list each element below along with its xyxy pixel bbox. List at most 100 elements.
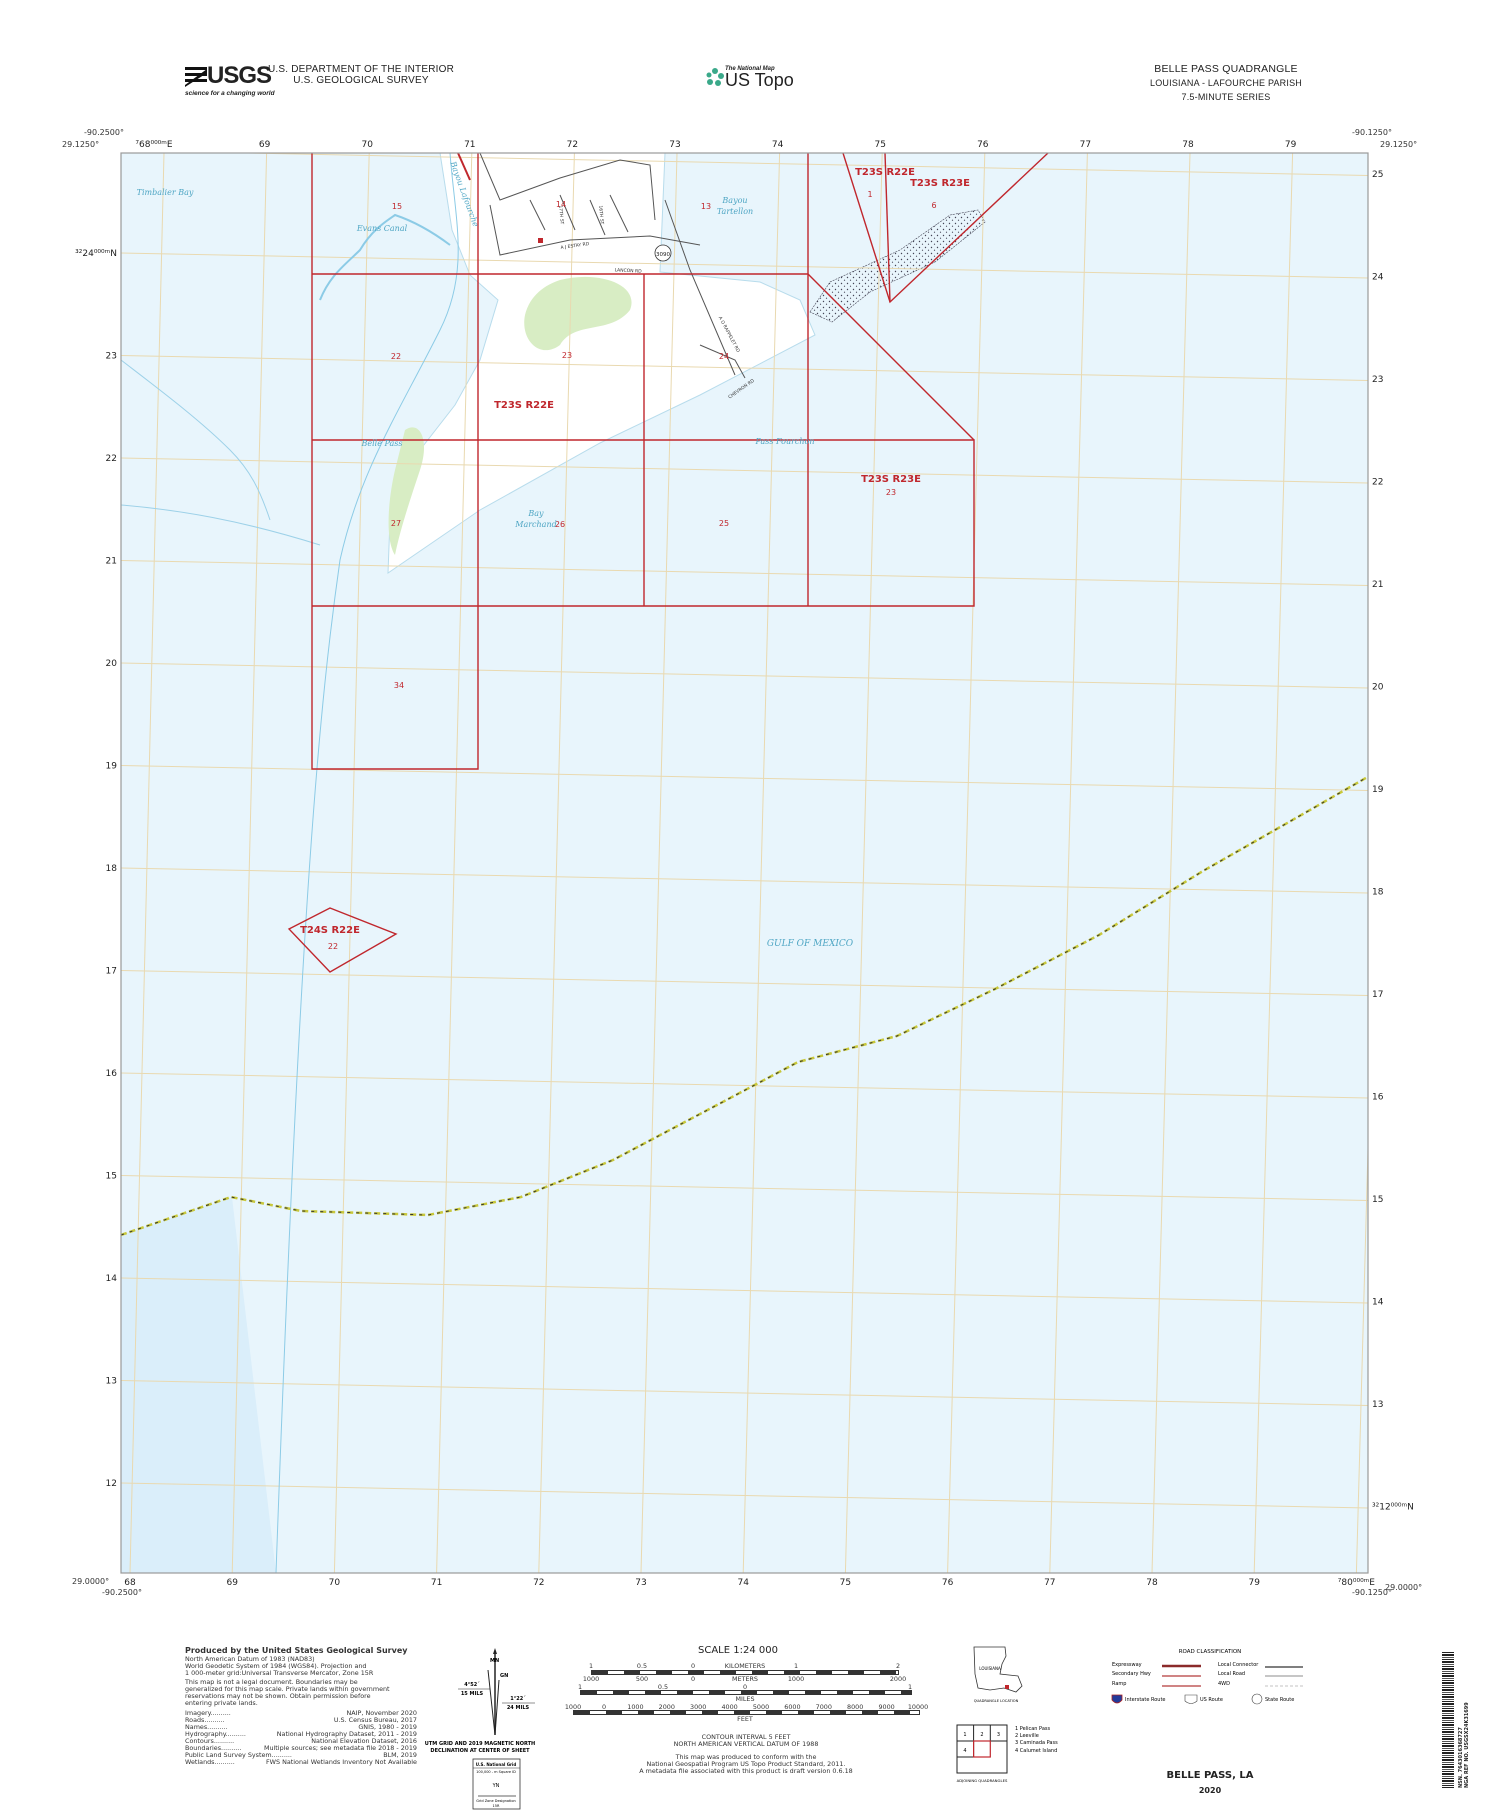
- grid-northing-line: [121, 355, 1368, 381]
- grid-label-left: 23: [106, 352, 117, 362]
- water-feature-label: Bay: [527, 509, 544, 518]
- township-range-label: T23S R23E: [910, 178, 970, 189]
- road-name-label: 17TH ST: [557, 205, 565, 225]
- grid-northing-line: [121, 457, 1368, 484]
- route-number: 3090: [656, 252, 670, 258]
- grid-easting-line: [742, 153, 781, 1573]
- section-number: 27: [391, 519, 401, 528]
- section-number: 26: [555, 520, 565, 529]
- quadrangle-state-parish: LOUISIANA - LAFOURCHE PARISH: [1150, 78, 1302, 88]
- grid-northing-line: [121, 867, 1368, 894]
- section-number: 25: [719, 519, 729, 528]
- section-number: 34: [394, 681, 404, 690]
- legal-line: generalized for this map scale. Private …: [185, 1685, 390, 1693]
- data-source-row: Contours.......... National Elevation Dat…: [185, 1738, 417, 1745]
- grid-label-bottom: 77: [1044, 1578, 1055, 1588]
- legend-4wd: 4WD: [1218, 1681, 1230, 1687]
- water-feature-label: Pass Fourchon: [754, 437, 814, 446]
- grid-easting-line: [1151, 153, 1191, 1573]
- data-source-row: Wetlands.......... FWS National Wetlands …: [185, 1759, 417, 1766]
- barcode: [1442, 1652, 1454, 1788]
- grid-label-top: 72: [567, 140, 578, 150]
- grid-easting-line: [333, 153, 370, 1573]
- meter-scale-label: METERS: [732, 1675, 758, 1683]
- utm-grid: [121, 153, 1368, 1573]
- grid-northing-line: [121, 970, 1368, 996]
- conformance-note: This map was produced to conform with th…: [675, 1753, 817, 1761]
- source-name: Public Land Survey System..........: [185, 1751, 292, 1759]
- grid-label-top: 79: [1285, 140, 1297, 150]
- corner-bottom-left-lon: -90.2500°: [102, 1588, 142, 1597]
- adjoining-caption: ADJOINING QUADRANGLES: [957, 1778, 1008, 1783]
- declination-mils: 15 MILS: [461, 1691, 484, 1697]
- source-value: National Elevation Dataset, 2016: [311, 1737, 417, 1745]
- grid-northing-line: [121, 1482, 1368, 1509]
- bayou-lafourche-channel: [275, 153, 459, 1573]
- grid-label-bottom: 68: [124, 1578, 136, 1588]
- grid-label-left: ³²24⁰⁰⁰ᵐN: [75, 249, 117, 259]
- quadrangle-title: BELLE PASS QUADRANGLE: [1154, 63, 1298, 75]
- data-source-row: Names.......... GNIS, 1980 - 2019: [185, 1724, 417, 1731]
- feet-scale-label: 3000: [690, 1703, 707, 1711]
- township-range-label: T23S R22E: [494, 400, 554, 411]
- plss-section-lines: [287, 153, 1049, 973]
- usng-gzd-label: Grid Zone Designation: [476, 1799, 515, 1803]
- feet-scale-label: 1000: [627, 1703, 644, 1711]
- grid-label-right: 14: [1372, 1298, 1384, 1308]
- road-name-label: A J ESTAY RD: [560, 241, 590, 251]
- water-feature-label: Bayou: [721, 196, 747, 205]
- water-feature-label: Marchand: [514, 520, 556, 529]
- grid-label-right: 25: [1372, 170, 1383, 180]
- adjoining-cell: 3: [997, 1732, 1000, 1738]
- water-area: [121, 153, 1368, 1573]
- usgs-wordmark: USGS: [207, 62, 272, 89]
- grid-label-right: ³²12⁰⁰⁰ᵐN: [1372, 1503, 1414, 1513]
- grid-label-top: ⁷68⁰⁰⁰ᵐE: [135, 140, 172, 150]
- adjoining-cell: 4: [963, 1748, 966, 1754]
- datum-line: North American Datum of 1983 (NAD83): [185, 1655, 315, 1663]
- corner-bottom-right-lat: 29.0000°: [1385, 1583, 1423, 1592]
- feet-scale-label: 5000: [752, 1703, 770, 1711]
- feet-scale-label: 8000: [847, 1703, 864, 1711]
- km-scale-label: 1: [588, 1662, 594, 1670]
- source-name: Hydrography..........: [185, 1730, 246, 1738]
- km-scale-label: 0: [690, 1662, 696, 1670]
- legal-line: reservations may not be shown. Obtain pe…: [185, 1692, 371, 1700]
- grid-label-right: 16: [1372, 1093, 1384, 1103]
- contour-interval: CONTOUR INTERVAL 5 FEET: [701, 1733, 791, 1741]
- mile-scale-label: 0.5: [657, 1683, 669, 1691]
- grid-label-right: 23: [1372, 375, 1383, 385]
- feet-scale-label: 9000: [878, 1703, 895, 1711]
- source-name: Roads..........: [185, 1716, 225, 1724]
- source-name: Boundaries..........: [185, 1744, 242, 1752]
- feet-scale-label: 4000: [721, 1703, 738, 1711]
- road-legend-title: ROAD CLASSIFICATION: [1179, 1649, 1242, 1655]
- adjoining-cell: 2: [980, 1732, 983, 1738]
- grid-label-bottom: 76: [942, 1578, 954, 1588]
- grid-northing-line: [121, 1175, 1368, 1201]
- vertical-datum: NORTH AMERICAN VERTICAL DATUM OF 1988: [673, 1740, 819, 1748]
- feet-scale-label: 6000: [784, 1703, 801, 1711]
- grid-northing-line: [121, 1380, 1368, 1406]
- datum-line: 1 000-meter grid:Universal Transverse Me…: [185, 1669, 374, 1677]
- feet-unit-label: FEET: [737, 1715, 753, 1723]
- road-name-label: LANCON RD: [614, 267, 642, 274]
- feet-scale-label: 1000: [564, 1703, 582, 1711]
- kilometer-scale-bar: [591, 1670, 899, 1675]
- production-notes: Produced by the United States Geological…: [185, 1646, 417, 1766]
- grid-label-bottom: 79: [1248, 1578, 1260, 1588]
- grid-label-top: 71: [464, 140, 475, 150]
- grid-label-left: 20: [106, 659, 118, 669]
- conformance-note: National Geospatial Program US Topo Prod…: [646, 1760, 846, 1768]
- corner-top-right-lon: -90.1250°: [1352, 128, 1392, 137]
- location-caption: QUADRANGLE LOCATION: [974, 1699, 1019, 1703]
- township-range-label: T23S R22E: [855, 167, 915, 178]
- grid-label-right: 21: [1372, 580, 1383, 590]
- section-number: 23: [886, 488, 896, 497]
- grid-north-label: GN: [500, 1673, 508, 1679]
- legal-line: This map is not a legal document. Bounda…: [185, 1678, 358, 1686]
- source-value: U.S. Census Bureau, 2017: [333, 1716, 417, 1724]
- source-name: Wetlands..........: [185, 1758, 235, 1766]
- usng-title: U.S. National Grid: [476, 1762, 517, 1767]
